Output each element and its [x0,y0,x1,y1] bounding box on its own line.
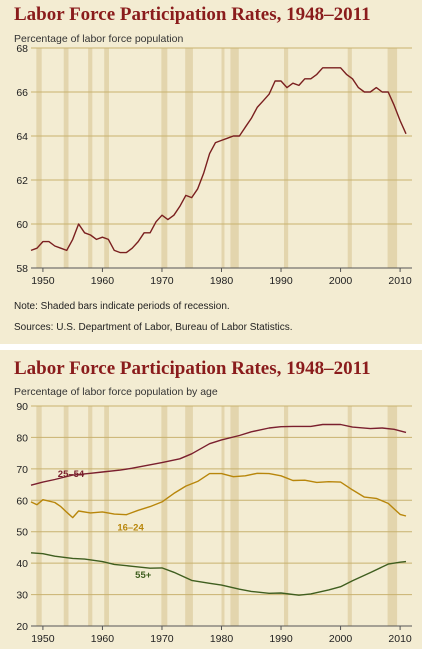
recession-bar [161,406,168,626]
series-line [30,423,407,486]
sources-note: Sources: U.S. Department of Labor, Burea… [14,322,293,333]
y-tick-label: 60 [16,495,28,507]
x-tick-label: 1990 [269,275,293,287]
y-tick-label: 20 [16,621,28,633]
chart-subtitle: Percentage of labor force population by … [14,386,218,398]
recession-bar [387,406,398,626]
recession-bar [284,48,289,268]
y-tick-label: 64 [16,131,28,143]
recession-bar [104,48,109,268]
x-tick-label: 2010 [388,633,412,645]
y-tick-label: 90 [16,401,28,413]
recession-bar [230,48,239,268]
y-tick-label: 70 [16,464,28,476]
series-line [30,472,407,519]
x-tick-label: 2000 [329,633,353,645]
x-tick-label: 1980 [210,633,234,645]
series-line [30,67,407,254]
recession-bar [36,48,42,268]
recession-bar [88,406,93,626]
chart-subtitle: Percentage of labor force population [14,33,184,45]
series-label: 16–24 [117,523,144,534]
line-chart-total: 58 60 62 64 66 68 1950 1960 1970 1980 1990 2000 2010 [16,43,412,287]
y-tick-label: 58 [16,263,28,275]
x-tick-label: 1960 [91,633,115,645]
chart-panel-by-age: Labor Force Participation Rates, 1948–20… [0,350,422,649]
y-tick-label: 30 [16,590,28,602]
recession-bar [284,406,289,626]
recession-bar [161,48,168,268]
y-tick-label: 60 [16,219,28,231]
x-tick-label: 1960 [91,275,115,287]
recession-bar [36,406,42,626]
chart-title: Labor Force Participation Rates, 1948–20… [14,4,371,25]
chart-title: Labor Force Participation Rates, 1948–20… [14,358,371,379]
recession-bar [88,48,93,268]
recession-bar [387,48,398,268]
series-line [30,552,407,596]
x-tick-label: 1950 [31,275,55,287]
recession-bar [230,406,239,626]
x-tick-label: 2000 [329,275,353,287]
recession-bar [185,48,193,268]
series-label: 55+ [135,570,152,581]
recession-bar [185,406,193,626]
recession-bar [347,48,352,268]
y-tick-label: 40 [16,558,28,570]
y-tick-label: 50 [16,527,28,539]
panel-divider [0,344,422,350]
line-chart-by-age: 20 30 40 50 60 70 80 90 1950 1960 1970 1980 1990 2000… [16,401,412,645]
x-tick-label: 1990 [269,633,293,645]
y-tick-label: 80 [16,432,28,444]
x-tick-label: 1980 [210,275,234,287]
recession-bar [63,406,69,626]
x-tick-label: 1970 [150,633,174,645]
recession-bar [221,406,225,626]
x-tick-label: 1970 [150,275,174,287]
chart-panel-total: Labor Force Participation Rates, 1948–20… [14,4,412,333]
recession-bar [347,406,352,626]
x-tick-label: 1950 [31,633,55,645]
y-tick-label: 68 [16,43,28,55]
recession-bar [63,48,69,268]
recession-note: Note: Shaded bars indicate periods of re… [14,301,230,312]
x-tick-label: 2010 [388,275,412,287]
series-label: 25–54 [58,469,85,480]
recession-bar [221,48,225,268]
recession-bar [104,406,109,626]
y-tick-label: 62 [16,175,28,187]
y-tick-label: 66 [16,87,28,99]
